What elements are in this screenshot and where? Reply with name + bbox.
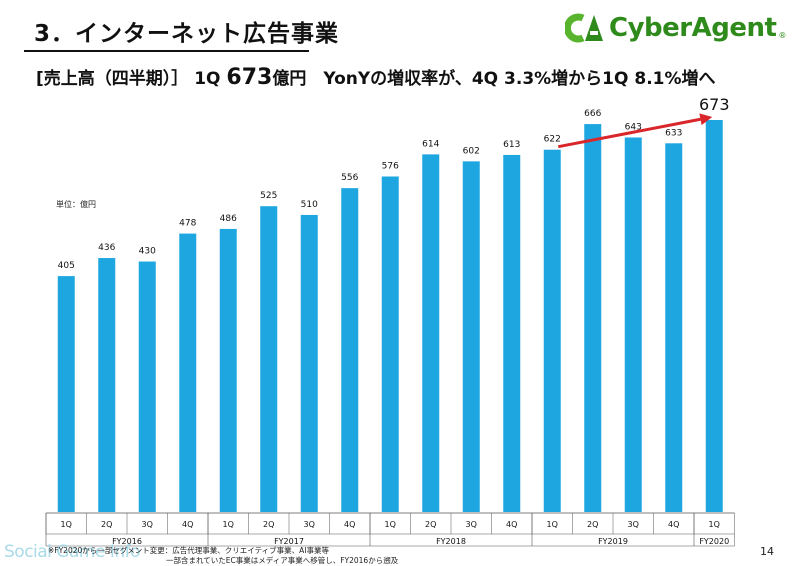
value-label: 622 bbox=[544, 135, 561, 145]
value-label: 510 bbox=[301, 200, 318, 210]
quarter-tick-label: 4Q bbox=[668, 520, 679, 529]
quarter-tick-label: 2Q bbox=[263, 520, 274, 529]
bar bbox=[138, 261, 156, 512]
growth-arrow-line bbox=[557, 117, 701, 149]
bar bbox=[462, 161, 480, 512]
value-label: 478 bbox=[179, 219, 196, 229]
value-label: 576 bbox=[382, 161, 399, 171]
bar bbox=[98, 258, 116, 512]
cyberagent-logo: CyberAgent ® bbox=[565, 12, 786, 44]
quarter-tick-label: 4Q bbox=[506, 520, 517, 529]
quarter-tick-label: 3Q bbox=[142, 520, 153, 529]
quarter-tick-label: 1Q bbox=[61, 520, 72, 529]
fiscal-year-label: FY2017 bbox=[274, 537, 304, 546]
bar bbox=[543, 149, 561, 512]
growth-arrow-head bbox=[699, 113, 713, 126]
title-underline bbox=[24, 50, 309, 52]
footnote-line1: ※FY2020から一部セグメント変更：広告代理事業、クリエイティブ事業、AI事業… bbox=[48, 546, 330, 555]
quarter-tick-label: 4Q bbox=[182, 520, 193, 529]
ca-logo-icon bbox=[565, 13, 603, 43]
value-label: 602 bbox=[463, 146, 480, 156]
bar bbox=[665, 143, 683, 513]
quarter-tick-label: 1Q bbox=[223, 520, 234, 529]
bar bbox=[503, 154, 521, 512]
value-label: 666 bbox=[584, 109, 601, 119]
registered-mark: ® bbox=[778, 30, 787, 40]
bar bbox=[179, 233, 197, 512]
fiscal-year-label: FY2018 bbox=[436, 537, 466, 546]
logo-text: CyberAgent bbox=[609, 13, 777, 43]
page-title: 3．インターネット広告事業 bbox=[34, 21, 340, 47]
unit-label: 単位：億円 bbox=[56, 200, 96, 209]
quarter-tick-label: 2Q bbox=[587, 520, 598, 529]
value-label: 556 bbox=[341, 173, 358, 183]
bar bbox=[300, 214, 318, 512]
bar bbox=[260, 206, 278, 512]
value-label: 525 bbox=[260, 191, 277, 201]
fiscal-year-label: FY2020 bbox=[699, 537, 729, 546]
bar bbox=[219, 228, 237, 512]
quarter-tick-label: 3Q bbox=[304, 520, 315, 529]
quarter-tick-label: 2Q bbox=[425, 520, 436, 529]
fiscal-year-label: FY2016 bbox=[112, 537, 142, 546]
footnote-line2: 一部含まれていたEC事業はメディア事業へ移管し、FY2016から遡及 bbox=[166, 556, 399, 565]
bar bbox=[57, 276, 75, 512]
value-label: 486 bbox=[220, 214, 237, 224]
bar bbox=[341, 188, 359, 512]
value-label: 614 bbox=[422, 139, 439, 149]
footnote: ※FY2020から一部セグメント変更：広告代理事業、クリエイティブ事業、AI事業… bbox=[48, 546, 398, 566]
quarter-tick-label: 4Q bbox=[344, 520, 355, 529]
fiscal-year-label: FY2019 bbox=[598, 537, 628, 546]
quarter-tick-label: 3Q bbox=[628, 520, 639, 529]
quarter-tick-label: 1Q bbox=[385, 520, 396, 529]
subtitle-value: 673 bbox=[226, 65, 273, 90]
value-label: 633 bbox=[665, 128, 682, 138]
page-number: 14 bbox=[760, 545, 774, 558]
watermark: Social Game Info bbox=[4, 542, 141, 562]
quarter-tick-label: 1Q bbox=[547, 520, 558, 529]
value-label: 430 bbox=[139, 247, 156, 257]
bar bbox=[624, 137, 642, 512]
bar bbox=[584, 124, 602, 512]
value-label: 673 bbox=[699, 95, 730, 114]
subtitle-part2: 億円 YonYの増収率が、4Q 3.3%増から1Q 8.1%増へ bbox=[272, 69, 716, 89]
quarter-tick-label: 1Q bbox=[709, 520, 720, 529]
subtitle-part1: [売上高（四半期）］ 1Q bbox=[36, 69, 227, 89]
subtitle: [売上高（四半期）］ 1Q 673億円 YonYの増収率が、4Q 3.3%増から… bbox=[36, 64, 716, 90]
value-label: 643 bbox=[625, 122, 642, 132]
quarter-tick-label: 3Q bbox=[466, 520, 477, 529]
value-label: 405 bbox=[58, 261, 75, 271]
value-label: 613 bbox=[503, 140, 520, 150]
bar bbox=[705, 120, 723, 512]
quarter-tick-label: 2Q bbox=[101, 520, 112, 529]
bar bbox=[381, 176, 399, 512]
value-label: 436 bbox=[98, 243, 115, 253]
bar bbox=[422, 154, 440, 512]
